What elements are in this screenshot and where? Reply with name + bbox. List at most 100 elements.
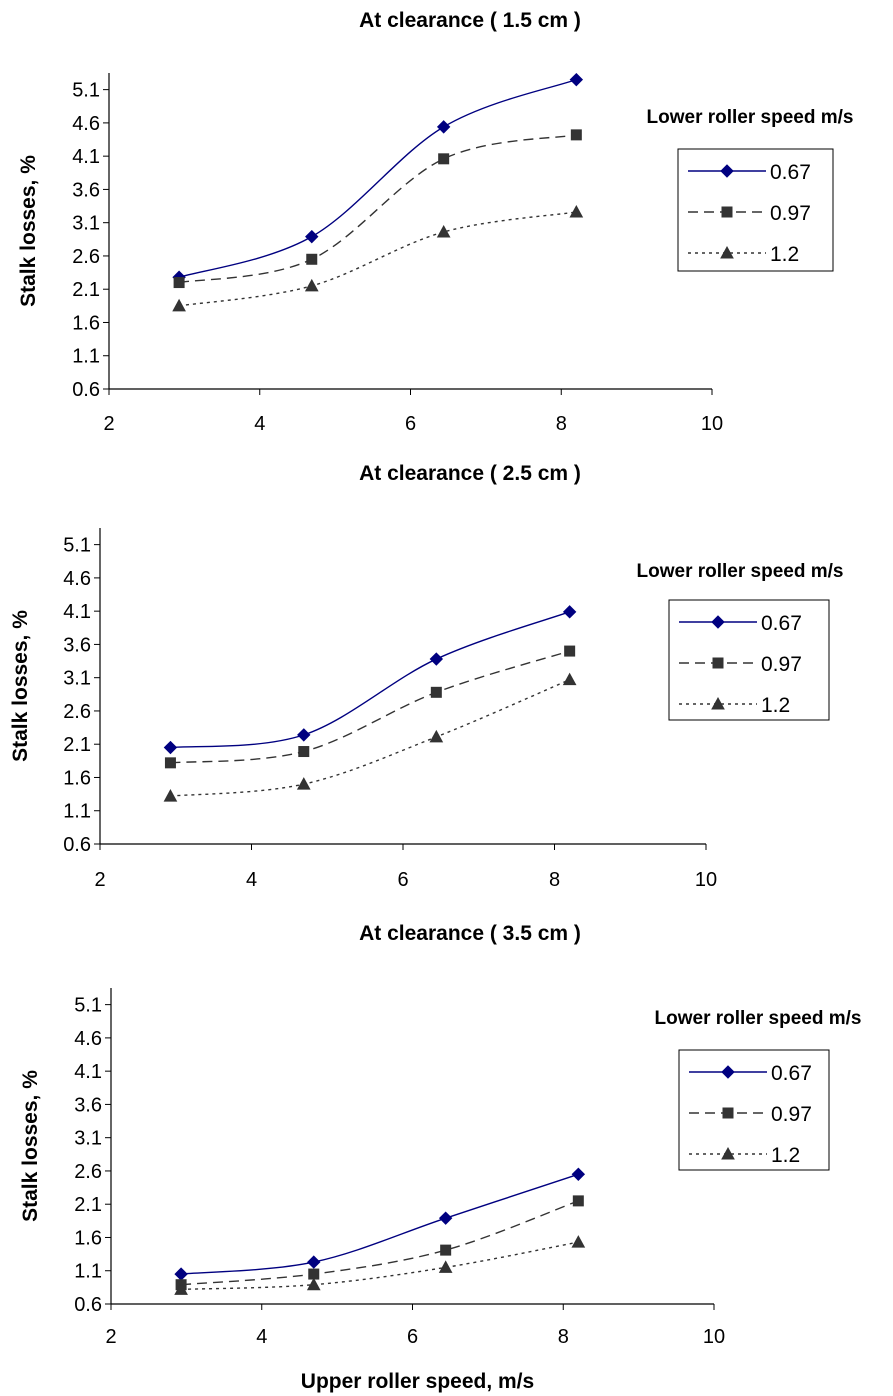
- data-point-1.2-3: [438, 1260, 453, 1273]
- series-line-0.97: [178, 134, 577, 284]
- legend-box: [677, 148, 834, 272]
- series-line-0.97: [170, 650, 570, 764]
- y-tick-label: 3.6: [74, 1094, 102, 1116]
- y-tick-label: 4.1: [63, 601, 91, 623]
- legend-label-0.97: 0.97: [771, 1103, 812, 1126]
- y-tick-label: 3.6: [63, 634, 91, 656]
- legend-title: Lower roller speed m/s: [655, 1008, 862, 1029]
- y-tick-label: 4.6: [63, 568, 91, 590]
- x-axis-label: Upper roller speed, m/s: [301, 1370, 534, 1393]
- legend-marker-0.67: [720, 164, 734, 178]
- data-point-0.67-3: [438, 1211, 453, 1225]
- legend-label-1.2: 1.2: [761, 694, 790, 717]
- series-line-1.2: [181, 1241, 579, 1291]
- y-tick-label: 0.6: [63, 834, 91, 856]
- series-line-0.67: [181, 1173, 579, 1275]
- legend-title: Lower roller speed m/s: [647, 107, 854, 128]
- y-tick-label: 2.1: [72, 279, 100, 301]
- x-tick-label: 10: [695, 869, 717, 891]
- data-point-0.67-3: [429, 652, 444, 666]
- y-tick-label: 3.1: [74, 1128, 102, 1150]
- y-axis-label: Stalk losses, %: [17, 155, 40, 307]
- y-tick-label: 5.1: [72, 80, 100, 102]
- legend-label-1.2: 1.2: [770, 243, 799, 266]
- data-point-1.2-4: [562, 672, 577, 686]
- legend-marker-1.2: [720, 245, 734, 259]
- y-tick-label: 1.6: [72, 312, 100, 334]
- data-point-0.97-1: [164, 757, 176, 769]
- legend-marker-1.2: [711, 696, 725, 710]
- legend-marker-0.67: [711, 615, 725, 629]
- series-line-0.97: [181, 1200, 579, 1286]
- y-tick-label: 4.6: [72, 113, 100, 135]
- y-tick-label: 4.1: [74, 1061, 102, 1083]
- legend-marker-0.67: [721, 1065, 735, 1079]
- data-point-0.67-2: [297, 728, 311, 742]
- x-tick-label: 10: [701, 413, 723, 435]
- x-tick-label: 2: [105, 1326, 116, 1348]
- y-tick-label: 3.6: [72, 179, 100, 201]
- x-tick-label: 10: [703, 1326, 725, 1348]
- legend-marker-1.2: [721, 1146, 735, 1160]
- data-point-0.67-1: [174, 1267, 188, 1281]
- series-line-1.2: [178, 211, 577, 307]
- legend-label-1.2: 1.2: [771, 1144, 800, 1167]
- data-point-1.2-2: [304, 278, 319, 292]
- chart-title: At clearance ( 2.5 cm ): [359, 462, 581, 485]
- data-point-0.97-3: [440, 1244, 452, 1256]
- y-tick-label: 3.1: [72, 213, 100, 235]
- y-tick-label: 5.1: [63, 535, 91, 557]
- x-tick-label: 4: [246, 869, 257, 891]
- data-point-0.97-2: [298, 746, 310, 758]
- y-axis-label: Stalk losses, %: [19, 1070, 42, 1222]
- y-tick-label: 4.6: [74, 1028, 102, 1050]
- y-tick-label: 1.6: [74, 1227, 102, 1249]
- x-tick-label: 4: [256, 1326, 267, 1348]
- x-tick-label: 6: [405, 413, 416, 435]
- legend-title: Lower roller speed m/s: [637, 561, 844, 582]
- data-point-0.97-4: [572, 1195, 584, 1207]
- data-point-1.2-1: [163, 789, 178, 802]
- x-tick-label: 8: [558, 1326, 569, 1348]
- legend-label-0.97: 0.97: [770, 202, 811, 225]
- y-tick-label: 0.6: [74, 1294, 102, 1316]
- y-tick-label: 1.6: [63, 767, 91, 789]
- legend-marker-0.97: [712, 657, 724, 669]
- chart-1: At clearance ( 1.5 cm ) 0.6 1.1 1.6 2.1 2.6 3.…: [17, 9, 853, 435]
- data-point-0.67-2: [307, 1255, 321, 1269]
- x-tick-label: 8: [549, 869, 560, 891]
- legend-label-0.67: 0.67: [771, 1062, 812, 1085]
- x-tick-label: 2: [94, 869, 105, 891]
- data-point-1.2-1: [174, 1282, 188, 1295]
- y-tick-label: 2.6: [74, 1161, 102, 1183]
- chart-title: At clearance ( 3.5 cm ): [359, 922, 581, 945]
- series-line-0.67: [170, 611, 570, 749]
- legend-box: [678, 1049, 830, 1171]
- data-point-0.67-1: [163, 740, 178, 755]
- x-tick-label: 4: [254, 413, 265, 435]
- series-line-0.67: [178, 78, 577, 278]
- y-tick-label: 2.1: [63, 734, 91, 756]
- data-point-1.2-2: [296, 777, 311, 790]
- data-point-0.67-4: [571, 1167, 586, 1181]
- chart-3: At clearance ( 3.5 cm ) 0.6 1.1 1.6 2.1 2.6 3.…: [19, 922, 861, 1393]
- y-tick-label: 0.6: [72, 379, 100, 401]
- series-line-1.2: [170, 679, 570, 797]
- data-point-0.67-4: [562, 605, 577, 619]
- data-point-0.97-3: [430, 686, 442, 698]
- data-point-0.97-1: [173, 277, 185, 289]
- data-point-1.2-4: [569, 204, 584, 218]
- y-tick-label: 4.1: [72, 146, 100, 168]
- legend-label-0.67: 0.67: [761, 612, 802, 635]
- x-tick-label: 2: [103, 413, 114, 435]
- y-tick-label: 3.1: [63, 668, 91, 690]
- data-point-1.2-3: [429, 729, 444, 743]
- data-point-0.67-4: [569, 72, 584, 87]
- y-tick-label: 5.1: [74, 995, 102, 1017]
- y-tick-label: 1.1: [74, 1261, 102, 1283]
- y-tick-label: 1.1: [63, 801, 91, 823]
- data-point-0.97-4: [564, 645, 576, 657]
- y-axis-label: Stalk losses, %: [9, 610, 32, 762]
- x-tick-label: 8: [556, 413, 567, 435]
